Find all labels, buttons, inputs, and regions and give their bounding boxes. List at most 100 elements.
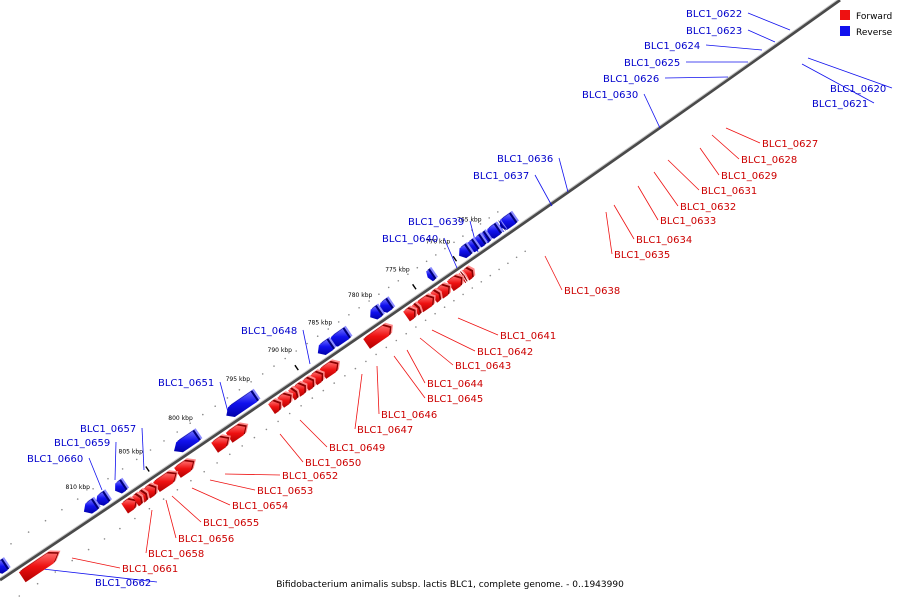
gene-blc1-0627[interactable] — [462, 265, 476, 281]
gene-label-blc1-0651[interactable]: BLC1_0651 — [158, 378, 214, 389]
gene-blc1-0635[interactable] — [403, 305, 418, 322]
grid-dot — [368, 300, 370, 302]
gene-blc1-0649[interactable] — [225, 422, 249, 443]
gene-blc1-0660[interactable] — [83, 496, 101, 514]
grid-dot — [385, 346, 388, 349]
gene-blc1-0626[interactable] — [459, 242, 474, 259]
gene-label-blc1-0633[interactable]: BLC1_0633 — [660, 216, 716, 227]
gene-arrow — [83, 499, 98, 514]
gene-blc1-0629[interactable] — [446, 273, 464, 292]
gene-label-blc1-0635[interactable]: BLC1_0635 — [614, 250, 670, 261]
gene-label-blc1-0641[interactable]: BLC1_0641 — [500, 331, 556, 342]
grid-dot — [87, 548, 90, 551]
gene-blc1-0622[interactable] — [487, 221, 504, 239]
grid-dot — [295, 350, 298, 352]
gene-blc1-0657[interactable] — [115, 477, 130, 494]
gene-blc1-0650[interactable] — [211, 434, 231, 453]
gene-blc1-0648[interactable] — [226, 388, 261, 417]
gene-label-blc1-0632[interactable]: BLC1_0632 — [680, 202, 736, 213]
gene-label-blc1-0644[interactable]: BLC1_0644 — [427, 379, 483, 390]
gene-label-blc1-0622[interactable]: BLC1_0622 — [686, 9, 742, 20]
gene-blc1-0636[interactable] — [379, 296, 396, 313]
gene-blc1-0646[interactable] — [277, 391, 294, 408]
gene-label-blc1-0658[interactable]: BLC1_0658 — [148, 549, 204, 560]
scale-tick-mark — [294, 364, 299, 371]
gene-label-blc1-0649[interactable]: BLC1_0649 — [329, 443, 385, 454]
label-leader-line — [406, 349, 426, 384]
gene-blc1-0637[interactable] — [370, 303, 385, 320]
gene-label-blc1-0623[interactable]: BLC1_0623 — [686, 26, 742, 37]
gene-label-blc1-0645[interactable]: BLC1_0645 — [427, 394, 483, 405]
gene-label-blc1-0659[interactable]: BLC1_0659 — [54, 438, 110, 449]
gene-blc1-0651[interactable] — [174, 428, 203, 453]
gene-label-blc1-0638[interactable]: BLC1_0638 — [564, 286, 620, 297]
gene-blc1-0630[interactable] — [426, 266, 438, 282]
gene-label-blc1-0630[interactable]: BLC1_0630 — [582, 90, 638, 101]
grid-dot — [337, 321, 340, 323]
gene-label-blc1-0646[interactable]: BLC1_0646 — [381, 410, 437, 421]
gene-label-blc1-0637[interactable]: BLC1_0637 — [473, 171, 529, 182]
grid-dot — [202, 413, 204, 416]
label-leader-line — [558, 157, 569, 193]
gene-label-blc1-0654[interactable]: BLC1_0654 — [232, 501, 288, 512]
gene-label-blc1-0620[interactable]: BLC1_0620 — [830, 84, 886, 95]
gene-blc1-0662[interactable] — [0, 557, 11, 574]
gene-label-blc1-0628[interactable]: BLC1_0628 — [741, 155, 797, 166]
gene-label-blc1-0627[interactable]: BLC1_0627 — [762, 139, 818, 150]
gene-blc1-0640[interactable] — [317, 336, 337, 355]
gene-label-blc1-0662[interactable]: BLC1_0662 — [95, 578, 151, 589]
gene-blc1-0659[interactable] — [96, 489, 112, 506]
gene-label-blc1-0636[interactable]: BLC1_0636 — [497, 154, 553, 165]
gene-label-blc1-0621[interactable]: BLC1_0621 — [812, 99, 868, 110]
gene-blc1-0658[interactable] — [132, 491, 145, 507]
gene-label-blc1-0625[interactable]: BLC1_0625 — [624, 58, 680, 69]
label-leader-line — [705, 44, 763, 51]
gene-label-blc1-0656[interactable]: BLC1_0656 — [178, 534, 234, 545]
gene-blc1-0661[interactable] — [18, 550, 61, 583]
gene-label-blc1-0624[interactable]: BLC1_0624 — [644, 41, 700, 52]
gene-arrow — [226, 391, 258, 417]
gene-label-blc1-0647[interactable]: BLC1_0647 — [357, 425, 413, 436]
gene-label-blc1-0650[interactable]: BLC1_0650 — [305, 458, 361, 469]
gene-label-blc1-0652[interactable]: BLC1_0652 — [282, 471, 338, 482]
gene-blc1-0631[interactable] — [436, 282, 452, 299]
label-leader-line — [165, 499, 177, 539]
grid-dot — [229, 453, 231, 456]
gene-blc1-0643[interactable] — [302, 375, 316, 391]
gene-blc1-0644[interactable] — [293, 380, 308, 397]
gene-blc1-0653[interactable] — [153, 470, 179, 492]
gene-label-blc1-0648[interactable]: BLC1_0648 — [241, 326, 297, 337]
label-leader-line — [801, 63, 875, 104]
gene-arrow — [426, 269, 435, 282]
map-caption: Bifidobacterium animalis subsp. lactis B… — [276, 580, 624, 590]
gene-label-blc1-0634[interactable]: BLC1_0634 — [636, 235, 692, 246]
gene-blc1-0647[interactable] — [268, 398, 283, 414]
gene-blc1-0654[interactable] — [143, 482, 159, 499]
gene-label-blc1-0661[interactable]: BLC1_0661 — [122, 564, 178, 575]
gene-blc1-0638[interactable] — [363, 322, 393, 349]
gene-label-blc1-0626[interactable]: BLC1_0626 — [603, 74, 659, 85]
label-leader-line — [302, 329, 311, 365]
gene-arrow — [499, 213, 516, 230]
gene-label-blc1-0629[interactable]: BLC1_0629 — [721, 171, 777, 182]
gene-arrow — [459, 245, 471, 259]
gene-label-blc1-0640[interactable]: BLC1_0640 — [382, 234, 438, 245]
gene-label-blc1-0643[interactable]: BLC1_0643 — [455, 361, 511, 372]
gene-label-blc1-0657[interactable]: BLC1_0657 — [80, 424, 136, 435]
gene-blc1-0620[interactable] — [499, 210, 519, 230]
gene-blc1-0642[interactable] — [310, 369, 325, 386]
scale-tick-label: 775 kbp — [385, 266, 410, 273]
gene-label-blc1-0660[interactable]: BLC1_0660 — [27, 454, 83, 465]
gene-label-blc1-0655[interactable]: BLC1_0655 — [203, 518, 259, 529]
label-leader-line — [88, 457, 103, 491]
gene-blc1-0639[interactable] — [330, 325, 353, 347]
grid-dot — [327, 328, 330, 330]
gene-label-blc1-0653[interactable]: BLC1_0653 — [257, 486, 313, 497]
grid-dot — [216, 462, 218, 464]
gene-blc1-0652[interactable] — [174, 458, 196, 478]
label-leader-line — [376, 365, 380, 415]
gene-label-blc1-0642[interactable]: BLC1_0642 — [477, 347, 533, 358]
gene-label-blc1-0631[interactable]: BLC1_0631 — [701, 186, 757, 197]
gene-label-blc1-0639[interactable]: BLC1_0639 — [408, 217, 464, 228]
grid-dot — [149, 449, 152, 451]
